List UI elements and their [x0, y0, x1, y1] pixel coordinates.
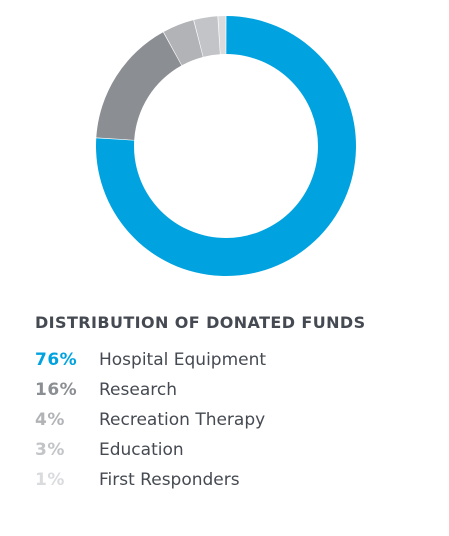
- legend-percent: 16%: [35, 380, 78, 400]
- chart-title: DISTRIBUTION OF DONATED FUNDS: [35, 313, 366, 332]
- legend-item: 16% Research: [35, 375, 266, 405]
- legend-item: 1% First Responders: [35, 465, 266, 495]
- donut-slice: [194, 16, 220, 57]
- legend-item: 3% Education: [35, 435, 266, 465]
- legend-percent: 4%: [35, 410, 65, 430]
- legend-label: Education: [99, 440, 184, 460]
- donut-slice: [218, 16, 226, 55]
- legend-percent: 76%: [35, 350, 78, 370]
- legend-item: 4% Recreation Therapy: [35, 405, 266, 435]
- donut-chart: [95, 16, 356, 277]
- legend-label: Research: [99, 380, 177, 400]
- legend: 76% Hospital Equipment 16% Research 4% Recrea…: [35, 345, 266, 495]
- donut-slice: [96, 32, 182, 140]
- legend-label: Hospital Equipment: [99, 350, 267, 370]
- legend-label: Recreation Therapy: [99, 410, 266, 430]
- legend-percent: 3%: [35, 440, 65, 460]
- legend-label: First Responders: [99, 470, 240, 490]
- legend-percent: 1%: [35, 470, 65, 490]
- legend-item: 76% Hospital Equipment: [35, 345, 266, 375]
- donut-slice: [163, 20, 203, 66]
